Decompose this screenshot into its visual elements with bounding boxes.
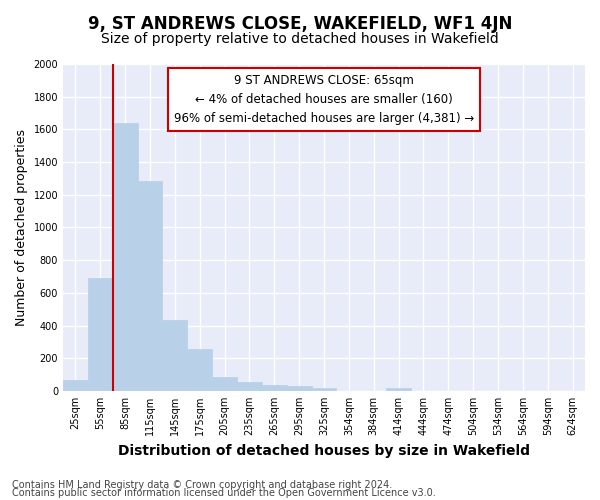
Bar [212, 376, 237, 391]
Bar [386, 388, 411, 391]
Y-axis label: Number of detached properties: Number of detached properties [15, 129, 28, 326]
Text: Contains public sector information licensed under the Open Government Licence v3: Contains public sector information licen… [12, 488, 436, 498]
Bar [287, 386, 311, 391]
Text: 9 ST ANDREWS CLOSE: 65sqm
← 4% of detached houses are smaller (160)
96% of semi-: 9 ST ANDREWS CLOSE: 65sqm ← 4% of detach… [174, 74, 474, 125]
Bar [237, 382, 262, 391]
Text: 9, ST ANDREWS CLOSE, WAKEFIELD, WF1 4JN: 9, ST ANDREWS CLOSE, WAKEFIELD, WF1 4JN [88, 15, 512, 33]
X-axis label: Distribution of detached houses by size in Wakefield: Distribution of detached houses by size … [118, 444, 530, 458]
Bar [63, 380, 88, 391]
Bar [163, 320, 187, 391]
Bar [311, 388, 337, 391]
Bar [262, 384, 287, 391]
Text: Size of property relative to detached houses in Wakefield: Size of property relative to detached ho… [101, 32, 499, 46]
Bar [137, 181, 163, 391]
Bar [113, 123, 137, 391]
Bar [187, 349, 212, 391]
Text: Contains HM Land Registry data © Crown copyright and database right 2024.: Contains HM Land Registry data © Crown c… [12, 480, 392, 490]
Bar [88, 278, 113, 391]
